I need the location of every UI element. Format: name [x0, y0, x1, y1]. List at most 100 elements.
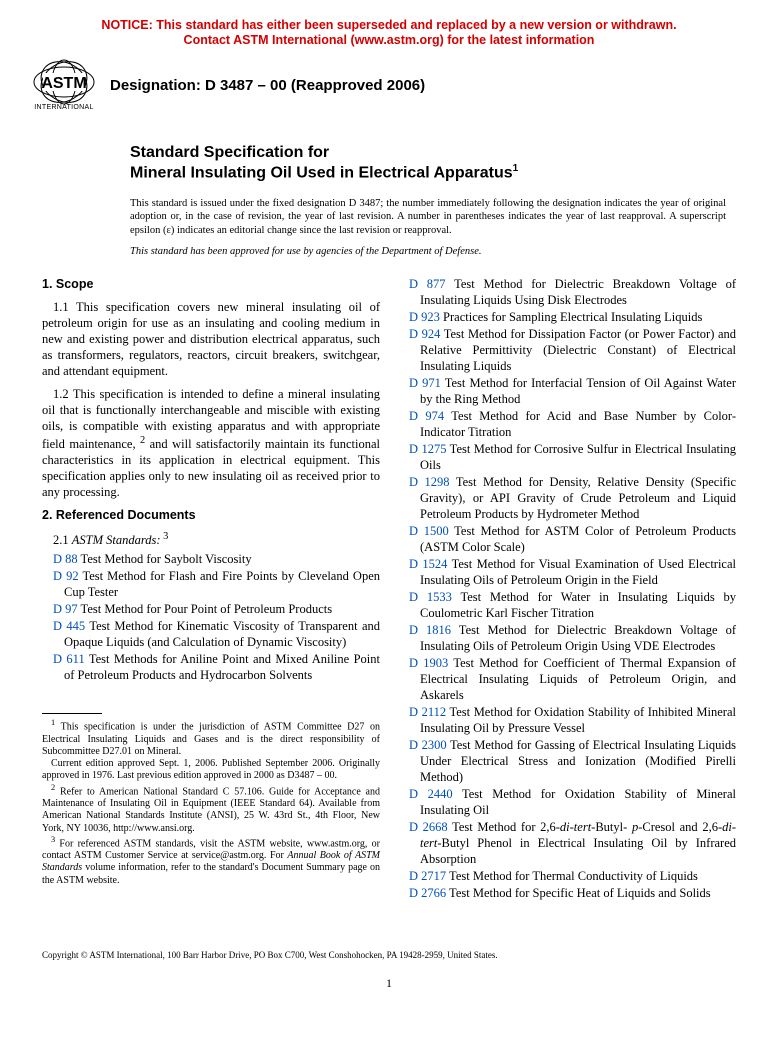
reference-item: D 611 Test Methods for Aniline Point and… [42, 651, 380, 683]
reference-code[interactable]: D 2440 [409, 787, 453, 801]
reference-item: D 92 Test Method for Flash and Fire Poin… [42, 568, 380, 600]
reference-text: Test Method for Kinematic Viscosity of T… [64, 619, 380, 649]
reference-item: D 1533 Test Method for Water in Insulati… [398, 589, 736, 621]
reference-code[interactable]: D 1275 [409, 442, 446, 456]
scope-heading: 1. Scope [42, 276, 380, 292]
refdoc-heading: 2. Referenced Documents [42, 507, 380, 523]
dod-approval-note: This standard has been approved for use … [130, 245, 736, 258]
reference-item: D 1816 Test Method for Dielectric Breakd… [398, 622, 736, 654]
reference-code[interactable]: D 2300 [409, 738, 447, 752]
reference-item: D 1903 Test Method for Coefficient of Th… [398, 655, 736, 703]
footnote-2: 2 Refer to American National Standard C … [42, 783, 380, 835]
footnote-1b: Current edition approved Sept. 1, 2006. … [42, 758, 380, 782]
reference-code[interactable]: D 88 [53, 552, 78, 566]
scope-para-1: 1.1 This specification covers new minera… [42, 299, 380, 379]
reference-item: D 2717 Test Method for Thermal Conductiv… [398, 868, 736, 884]
reference-code[interactable]: D 97 [53, 602, 78, 616]
reference-text: Test Method for Corrosive Sulfur in Elec… [420, 442, 736, 472]
reference-item: D 2668 Test Method for 2,6-di-tert-Butyl… [398, 819, 736, 867]
refs-list-left: D 88 Test Method for Saybolt ViscosityD … [42, 551, 380, 683]
title-block: Standard Specification for Mineral Insul… [130, 143, 736, 183]
reference-text: Test Method for Water in Insulating Liqu… [420, 590, 736, 620]
reference-code[interactable]: D 974 [409, 409, 444, 423]
footnote-ref-3: 3 [161, 531, 169, 542]
reference-text: Test Method for Dissipation Factor (or P… [420, 327, 736, 373]
reference-item: D 1298 Test Method for Density, Relative… [398, 474, 736, 522]
reference-code[interactable]: D 1298 [409, 475, 450, 489]
reference-code[interactable]: D 971 [409, 376, 441, 390]
reference-item: D 1500 Test Method for ASTM Color of Pet… [398, 523, 736, 555]
reference-text: Test Method for Visual Examination of Us… [420, 557, 736, 587]
reference-item: D 1275 Test Method for Corrosive Sulfur … [398, 441, 736, 473]
reference-text: Test Method for ASTM Color of Petroleum … [420, 524, 736, 554]
svg-text:ASTM: ASTM [41, 75, 86, 92]
footnote-rule [42, 713, 102, 714]
scope-para-2: 1.2 This specification is intended to de… [42, 386, 380, 500]
reference-text: Test Method for Oxidation Stability of M… [420, 787, 736, 817]
reference-code[interactable]: D 1524 [409, 557, 447, 571]
reference-code[interactable]: D 923 [409, 310, 440, 324]
reference-item: D 445 Test Method for Kinematic Viscosit… [42, 618, 380, 650]
reference-text: Test Method for Dielectric Breakdown Vol… [420, 623, 736, 653]
reference-text: Test Method for Dielectric Breakdown Vol… [420, 277, 736, 307]
header: ASTM INTERNATIONAL Designation: D 3487 –… [32, 58, 736, 113]
reference-code[interactable]: D 1816 [409, 623, 451, 637]
reference-item: D 974 Test Method for Acid and Base Numb… [398, 408, 736, 440]
astm-logo-icon: ASTM [32, 58, 96, 106]
column-right: D 877 Test Method for Dielectric Breakdo… [398, 276, 736, 902]
issuance-note: This standard is issued under the fixed … [130, 197, 726, 236]
reference-item: D 2440 Test Method for Oxidation Stabili… [398, 786, 736, 818]
logo-subtitle: INTERNATIONAL [34, 104, 93, 113]
designation: Designation: D 3487 – 00 (Reapproved 200… [110, 76, 425, 95]
column-left: 1. Scope 1.1 This specification covers n… [42, 276, 380, 902]
reference-code[interactable]: D 92 [53, 569, 79, 583]
reference-code[interactable]: D 1533 [409, 590, 452, 604]
reference-text: Test Method for Coefficient of Thermal E… [420, 656, 736, 702]
reference-code[interactable]: D 611 [53, 652, 85, 666]
reference-text: Test Method for 2,6-di-tert-Butyl- p-Cre… [420, 820, 736, 866]
reference-code[interactable]: D 2112 [409, 705, 446, 719]
supersede-notice: NOTICE: This standard has either been su… [42, 18, 736, 48]
reference-item: D 88 Test Method for Saybolt Viscosity [42, 551, 380, 567]
reference-text: Test Method for Saybolt Viscosity [78, 552, 252, 566]
reference-code[interactable]: D 2766 [409, 886, 446, 900]
reference-item: D 2300 Test Method for Gassing of Electr… [398, 737, 736, 785]
reference-text: Test Method for Oxidation Stability of I… [420, 705, 736, 735]
notice-line2: Contact ASTM International (www.astm.org… [184, 33, 595, 47]
page-number: 1 [42, 976, 736, 991]
reference-text: Test Method for Specific Heat of Liquids… [446, 886, 710, 900]
reference-item: D 2766 Test Method for Specific Heat of … [398, 885, 736, 901]
reference-code[interactable]: D 445 [53, 619, 85, 633]
reference-item: D 923 Practices for Sampling Electrical … [398, 309, 736, 325]
copyright-line: Copyright © ASTM International, 100 Barr… [42, 950, 736, 962]
refs-list-right: D 877 Test Method for Dielectric Breakdo… [398, 276, 736, 901]
reference-text: Test Method for Flash and Fire Points by… [64, 569, 380, 599]
reference-text: Test Method for Gassing of Electrical In… [420, 738, 736, 784]
notice-line1: NOTICE: This standard has either been su… [101, 18, 676, 32]
reference-text: Test Method for Interfacial Tension of O… [420, 376, 736, 406]
footnote-3: 3 For referenced ASTM standards, visit t… [42, 835, 380, 887]
reference-code[interactable]: D 2717 [409, 869, 446, 883]
reference-code[interactable]: D 877 [409, 277, 446, 291]
reference-code[interactable]: D 1903 [409, 656, 448, 670]
astm-standards-line: 2.1 ASTM Standards: 3 [42, 530, 380, 548]
reference-text: Test Methods for Aniline Point and Mixed… [64, 652, 380, 682]
reference-text: Test Method for Acid and Base Number by … [420, 409, 736, 439]
reference-text: Test Method for Thermal Conductivity of … [446, 869, 698, 883]
astm-logo: ASTM INTERNATIONAL [32, 58, 96, 113]
footnote-1a: 1 This specification is under the jurisd… [42, 718, 380, 758]
reference-item: D 1524 Test Method for Visual Examinatio… [398, 556, 736, 588]
reference-text: Test Method for Pour Point of Petroleum … [78, 602, 332, 616]
reference-text: Practices for Sampling Electrical Insula… [440, 310, 702, 324]
reference-code[interactable]: D 924 [409, 327, 440, 341]
reference-item: D 2112 Test Method for Oxidation Stabili… [398, 704, 736, 736]
reference-text: Test Method for Density, Relative Densit… [420, 475, 736, 521]
title-line1: Standard Specification for [130, 143, 736, 163]
reference-item: D 877 Test Method for Dielectric Breakdo… [398, 276, 736, 308]
reference-code[interactable]: D 2668 [409, 820, 448, 834]
reference-item: D 924 Test Method for Dissipation Factor… [398, 326, 736, 374]
reference-item: D 971 Test Method for Interfacial Tensio… [398, 375, 736, 407]
title-line2: Mineral Insulating Oil Used in Electrica… [130, 163, 736, 183]
reference-item: D 97 Test Method for Pour Point of Petro… [42, 601, 380, 617]
reference-code[interactable]: D 1500 [409, 524, 449, 538]
